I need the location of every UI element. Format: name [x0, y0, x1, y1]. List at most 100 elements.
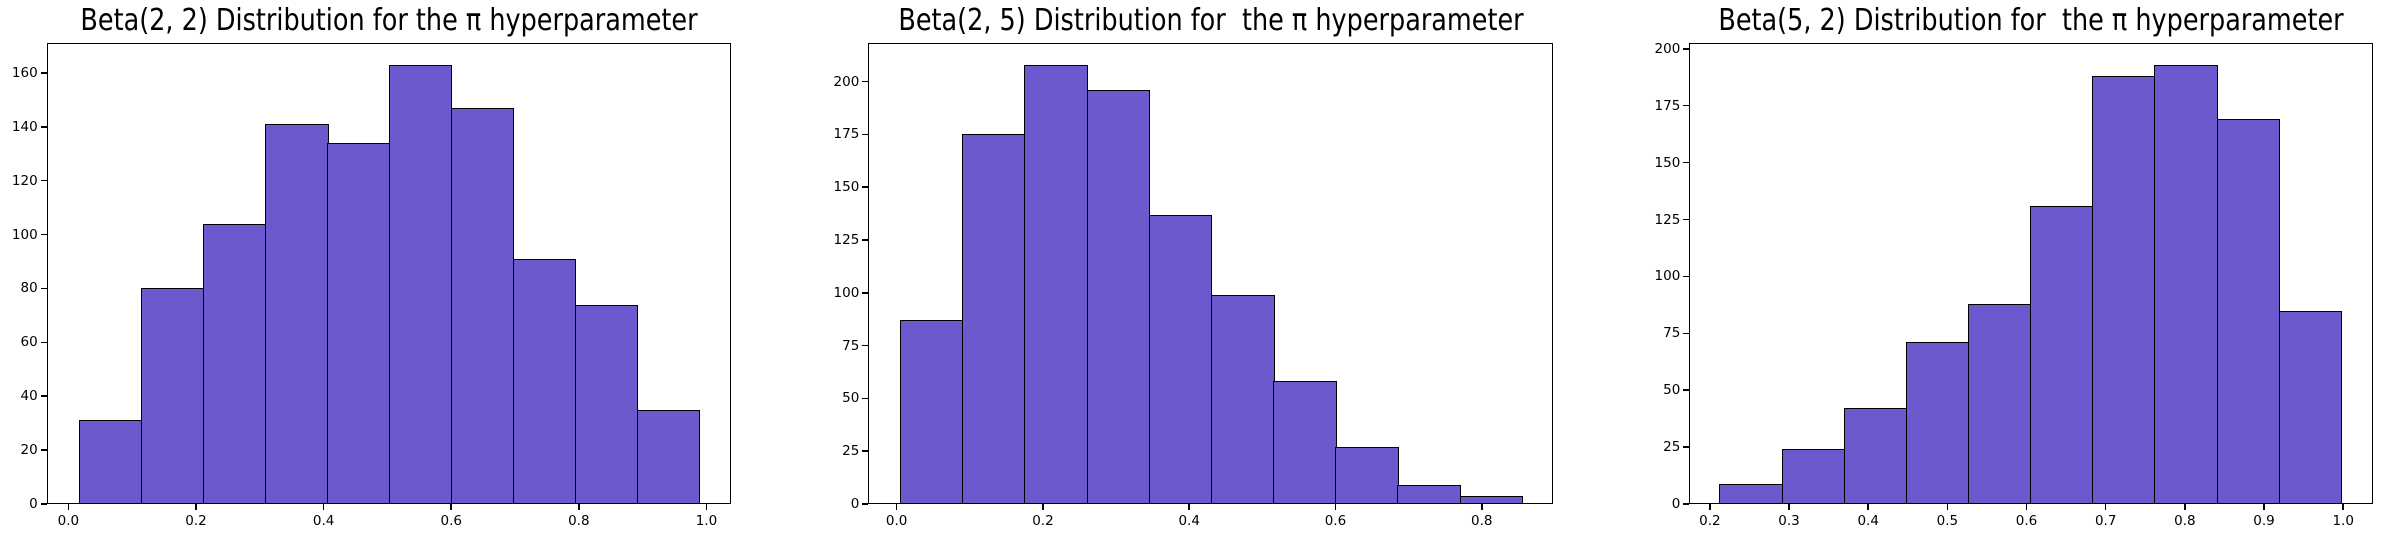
- x-tick-mark: [1709, 504, 1711, 510]
- y-tick-label: 150: [833, 179, 860, 196]
- y-tick-mark: [40, 287, 47, 290]
- x-tick-label: 0.4: [1178, 513, 1200, 529]
- y-tick-mark: [862, 397, 869, 400]
- histogram-bar: [2216, 119, 2281, 504]
- y-tick-mark: [40, 233, 47, 236]
- x-tick-mark: [1334, 504, 1337, 510]
- x-tick-mark: [1042, 504, 1044, 510]
- histogram-bar: [899, 320, 964, 504]
- y-tick-mark: [40, 341, 47, 344]
- x-tick-label: 0.6: [440, 513, 462, 529]
- x-tick-label: 0.2: [1032, 513, 1054, 529]
- y-tick-mark: [862, 80, 869, 83]
- y-tick-label: 100: [1654, 268, 1681, 285]
- x-tick-label: 1.0: [2332, 513, 2354, 529]
- y-tick-mark: [1683, 104, 1690, 107]
- chart-title: Beta(2, 2) Distribution for the π hyperp…: [80, 3, 698, 38]
- x-tick-label: 0.5: [1936, 513, 1959, 529]
- histogram-bar: [389, 64, 453, 504]
- y-tick-mark: [1683, 332, 1690, 335]
- y-tick-label: 25: [842, 443, 860, 460]
- y-tick-mark: [862, 450, 869, 452]
- y-tick-mark: [40, 179, 47, 182]
- x-tick-mark: [1481, 504, 1483, 510]
- histogram-bar: [1148, 214, 1213, 504]
- y-tick-label: 125: [1654, 211, 1681, 228]
- y-tick-label: 200: [1654, 40, 1681, 57]
- histogram-bar: [2154, 64, 2219, 504]
- x-tick-mark: [2184, 504, 2186, 510]
- x-tick-label: 1.0: [695, 513, 718, 529]
- y-tick-mark: [1683, 48, 1690, 50]
- y-tick-mark: [862, 292, 869, 294]
- y-tick-label: 140: [11, 118, 38, 135]
- x-tick-mark: [2104, 504, 2107, 510]
- histogram-bar: [512, 258, 577, 504]
- x-tick-label: 0.3: [1778, 513, 1800, 529]
- y-tick-label: 200: [833, 73, 860, 90]
- y-tick-label: 160: [11, 64, 38, 81]
- y-tick-mark: [1683, 446, 1690, 448]
- y-tick-label: 0: [1671, 496, 1681, 512]
- x-tick-mark: [1946, 504, 1949, 510]
- x-tick-mark: [1867, 504, 1869, 510]
- y-tick-mark: [1683, 161, 1690, 164]
- histogram-bar: [1397, 484, 1462, 504]
- x-tick-mark: [2342, 504, 2344, 510]
- x-tick-label: 0.6: [1324, 513, 1347, 529]
- y-tick-mark: [862, 186, 869, 188]
- y-tick-mark: [1683, 503, 1690, 505]
- y-tick-mark: [862, 503, 869, 505]
- histogram-bar: [1781, 449, 1846, 504]
- y-tick-mark: [1683, 389, 1690, 391]
- histogram-bar: [203, 223, 267, 504]
- histogram-bar: [1459, 495, 1524, 504]
- x-tick-mark: [450, 504, 452, 510]
- x-tick-mark: [67, 504, 70, 510]
- y-tick-mark: [40, 126, 47, 128]
- y-tick-label: 75: [1663, 325, 1681, 342]
- y-tick-label: 20: [20, 442, 38, 459]
- x-tick-label: 0.4: [312, 513, 335, 529]
- x-tick-label: 0.8: [1471, 513, 1493, 529]
- x-tick-label: 0.0: [885, 513, 908, 529]
- x-tick-mark: [895, 504, 898, 510]
- x-tick-mark: [195, 504, 197, 510]
- y-tick-label: 50: [1663, 382, 1681, 399]
- y-tick-label: 50: [842, 390, 860, 407]
- histogram-bar: [2278, 310, 2343, 504]
- y-tick-label: 125: [833, 231, 860, 248]
- x-tick-label: 0.4: [1857, 513, 1879, 529]
- histogram-bar: [636, 409, 701, 504]
- histogram-bar: [327, 142, 391, 504]
- histogram-bar: [1273, 381, 1337, 504]
- x-tick-label: 0.2: [1699, 513, 1721, 529]
- x-tick-mark: [2025, 504, 2028, 510]
- x-tick-label: 0.7: [2094, 513, 2117, 529]
- x-tick-label: 0.8: [2174, 513, 2196, 529]
- histogram-bar: [1086, 90, 1151, 504]
- y-tick-label: 175: [1654, 97, 1681, 114]
- x-tick-label: 0.9: [2253, 513, 2275, 529]
- x-tick-mark: [2263, 504, 2265, 510]
- histogram-bar: [1210, 294, 1275, 504]
- y-tick-label: 40: [20, 388, 38, 405]
- y-tick-label: 0: [29, 496, 38, 512]
- y-tick-label: 60: [20, 334, 38, 351]
- histogram-bar: [1905, 342, 1970, 504]
- histogram-bar: [1843, 408, 1908, 504]
- histogram-bar: [962, 134, 1026, 504]
- x-tick-label: 0.8: [568, 513, 590, 529]
- x-tick-label: 0.2: [185, 513, 207, 529]
- y-tick-label: 100: [11, 226, 38, 243]
- histogram-bar: [1024, 64, 1088, 504]
- y-tick-mark: [40, 72, 47, 74]
- y-tick-mark: [862, 133, 869, 136]
- chart-title: Beta(2, 5) Distribution for the π hyperp…: [897, 3, 1524, 38]
- histogram-bar: [1967, 303, 2032, 504]
- chart-title: Beta(5, 2) Distribution for the π hyperp…: [1718, 3, 2344, 38]
